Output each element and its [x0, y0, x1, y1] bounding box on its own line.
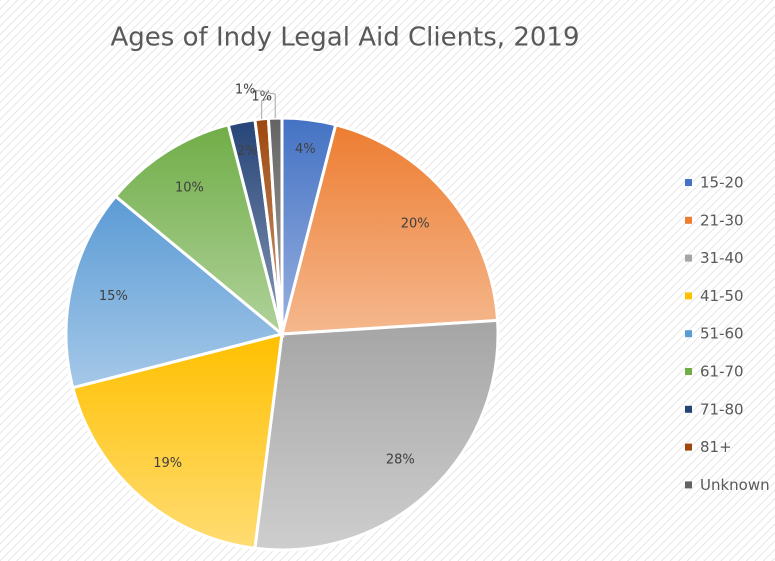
legend-label: 15-20: [700, 174, 744, 192]
legend: 15-20 21-30 31-40 41-50 51-60 61-70 71-80 81+ Un…: [685, 174, 770, 494]
legend-swatch: [685, 292, 692, 300]
legend-label: Unknown: [700, 476, 770, 494]
data-label: 19%: [153, 456, 182, 471]
data-label: 20%: [401, 216, 430, 231]
data-label: 28%: [386, 452, 415, 467]
data-label: 1%: [235, 83, 256, 98]
pie-slice: [253, 318, 500, 552]
legend-label: 21-30: [700, 211, 744, 229]
data-label: 2%: [237, 144, 258, 159]
legend-swatch: [685, 254, 692, 262]
leader-line: [255, 89, 276, 119]
chart-title: Ages of Indy Legal Aid Clients, 2019: [111, 23, 580, 53]
data-label: 15%: [99, 289, 128, 304]
data-label: 1%: [251, 89, 272, 104]
legend-swatch: [685, 216, 692, 224]
legend-label: 51-60: [700, 325, 744, 343]
data-label: 4%: [295, 142, 316, 157]
legend-swatch: [685, 179, 692, 186]
legend-swatch: [685, 368, 692, 375]
legend-swatch: [685, 443, 692, 451]
data-labels: 4% 20% 28% 19% 15% 10% 2% 1%1%: [99, 83, 430, 472]
data-label: 10%: [175, 181, 204, 196]
legend-swatch: [685, 481, 692, 489]
legend-label: 41-50: [700, 287, 744, 305]
pie: [64, 116, 500, 552]
leader-line: [261, 96, 272, 119]
legend-label: 61-70: [700, 363, 744, 381]
pie-slice: [64, 194, 286, 390]
pie-slice: [70, 331, 284, 550]
legend-swatch: [685, 405, 692, 413]
legend-swatch: [685, 330, 692, 338]
legend-label: 81+: [700, 438, 732, 456]
legend-label: 31-40: [700, 249, 744, 267]
legend-label: 71-80: [700, 400, 744, 418]
pie-slice: [280, 122, 500, 336]
